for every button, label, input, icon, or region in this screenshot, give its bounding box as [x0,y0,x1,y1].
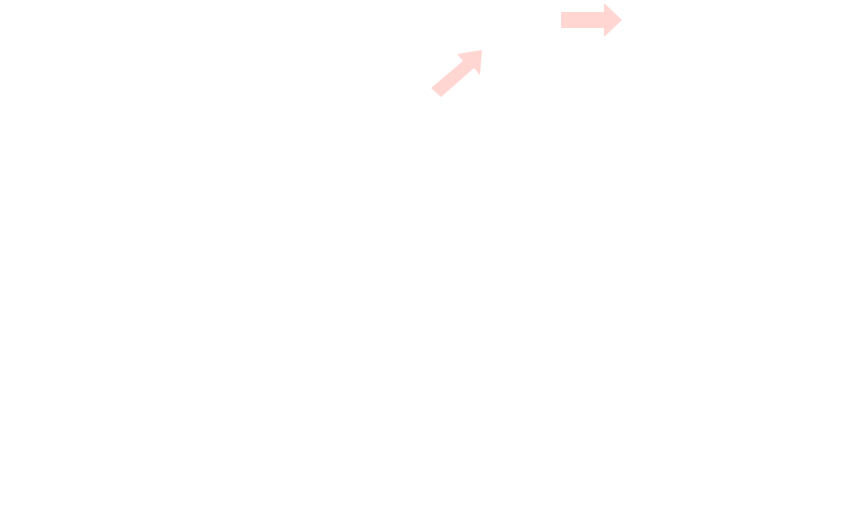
arrow-up-right-icon [431,50,482,97]
arrow-right-icon [561,3,622,37]
